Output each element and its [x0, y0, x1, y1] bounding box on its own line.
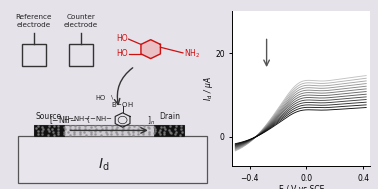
- Text: HO: HO: [116, 49, 127, 58]
- Text: Drain: Drain: [159, 112, 180, 121]
- Text: NH$_2$: NH$_2$: [184, 47, 200, 60]
- Bar: [34, 125, 184, 136]
- Text: $[$−NH−: $[$−NH−: [49, 114, 77, 126]
- Text: $\{$−NH−: $\{$−NH−: [63, 115, 90, 125]
- Bar: [69, 44, 93, 66]
- Text: $]_n$: $]_n$: [147, 114, 155, 127]
- Text: electrode: electrode: [64, 22, 98, 28]
- Bar: [22, 44, 45, 66]
- Polygon shape: [141, 40, 160, 59]
- Text: B$-$OH: B$-$OH: [112, 100, 134, 109]
- Text: Reference: Reference: [15, 14, 52, 20]
- Text: electrode: electrode: [17, 22, 51, 28]
- Text: Source: Source: [35, 112, 61, 121]
- Bar: [154, 125, 184, 136]
- Text: HO: HO: [116, 34, 127, 43]
- Bar: [34, 125, 64, 136]
- X-axis label: E / V vs SCE: E / V vs SCE: [279, 184, 324, 189]
- Text: Counter: Counter: [67, 14, 95, 20]
- Text: $\{$−NH−: $\{$−NH−: [85, 115, 113, 125]
- Text: $\!\backslash$: $\!\backslash$: [110, 93, 114, 101]
- Y-axis label: $I_\mathrm{d}$ / μA: $I_\mathrm{d}$ / μA: [202, 76, 215, 101]
- Bar: [18, 136, 207, 183]
- Text: HO$_{\!\!}$: HO$_{\!\!}$: [95, 93, 107, 101]
- Text: $I_\mathrm{d}$: $I_\mathrm{d}$: [98, 156, 109, 173]
